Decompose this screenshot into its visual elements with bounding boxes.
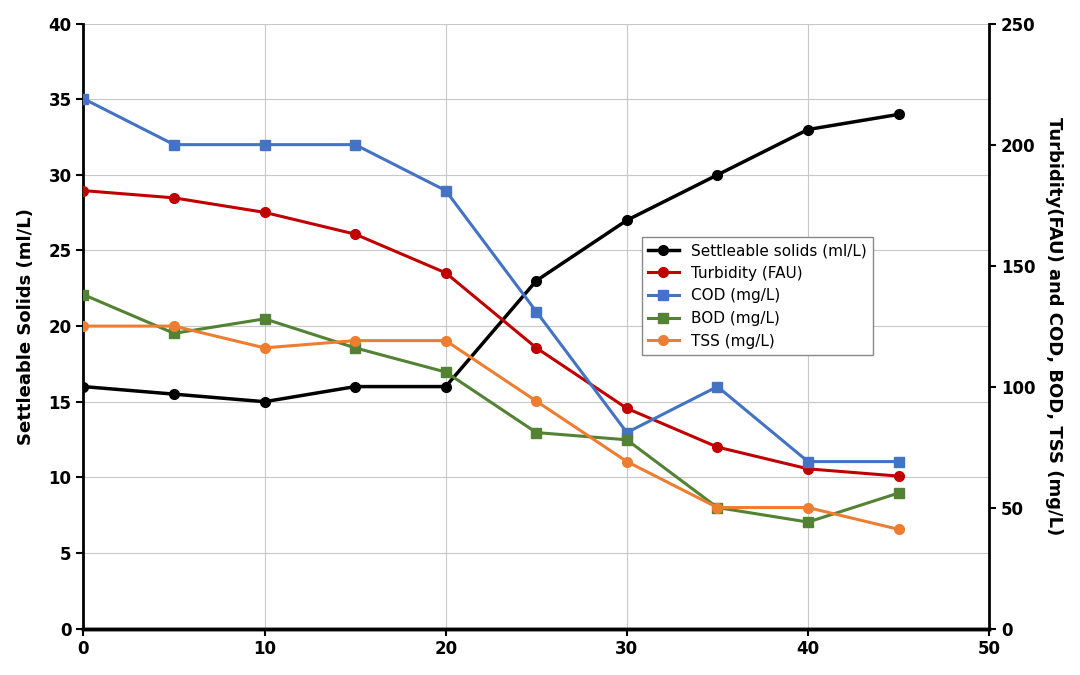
Y-axis label: Turbidity(FAU) and COD, BOD, TSS (mg/L): Turbidity(FAU) and COD, BOD, TSS (mg/L) — [1045, 117, 1064, 535]
Legend: Settleable solids (ml/L), Turbidity (FAU), COD (mg/L), BOD (mg/L), TSS (mg/L): Settleable solids (ml/L), Turbidity (FAU… — [642, 237, 873, 355]
Y-axis label: Settleable Solids (ml/L): Settleable Solids (ml/L) — [16, 208, 35, 445]
